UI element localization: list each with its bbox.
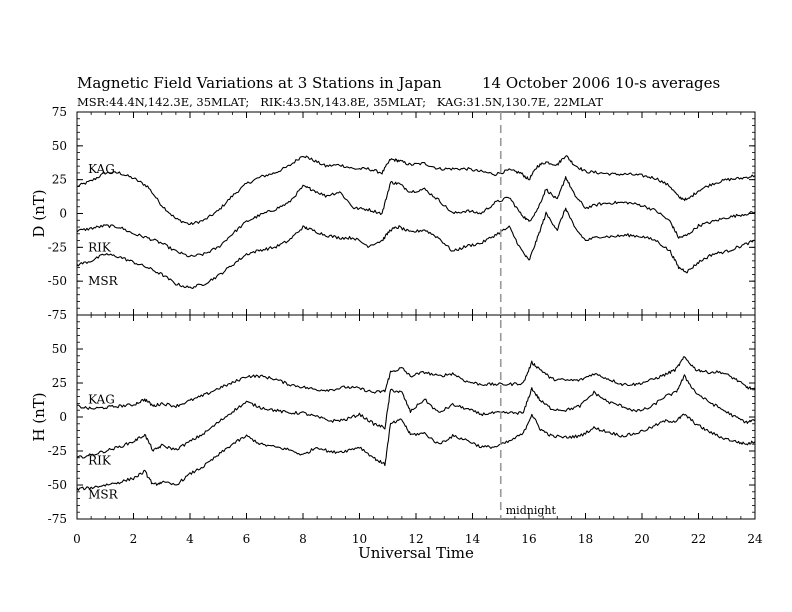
- y-tick-label: -50: [48, 274, 67, 288]
- x-tick-label: 6: [243, 532, 251, 546]
- panel-frame: [76, 314, 756, 520]
- x-tick-label: 4: [186, 532, 194, 546]
- y-tick-label: -25: [48, 240, 67, 254]
- x-tick-label: 12: [408, 532, 423, 546]
- series-label-msr: MSR: [88, 274, 119, 288]
- y-tick-label: 0: [59, 410, 67, 424]
- y-tick-label: -25: [48, 444, 67, 458]
- x-tick-label: 22: [691, 532, 706, 546]
- x-axis-title: Universal Time: [358, 544, 474, 562]
- y-tick-label: 25: [52, 376, 67, 390]
- panel-frame: [76, 111, 756, 316]
- y-tick-label: 50: [52, 342, 67, 356]
- series-label-kag: KAG: [88, 162, 115, 176]
- series-label-kag: KAG: [88, 392, 115, 406]
- x-tick-label: 0: [73, 532, 81, 546]
- series-label-rik: RIK: [88, 454, 112, 468]
- chart-date: 14 October 2006: [482, 74, 610, 92]
- y-tick-label: 25: [52, 173, 67, 187]
- y-tick-label: -75: [48, 308, 67, 322]
- y-tick-label: -50: [48, 478, 67, 492]
- chart-title: Magnetic Field Variations at 3 Stations …: [77, 74, 442, 92]
- series-label-rik: RIK: [88, 240, 112, 254]
- x-tick-label: 2: [130, 532, 138, 546]
- y-axis-title: H (nT): [30, 392, 48, 441]
- series-label-msr: MSR: [88, 488, 119, 502]
- x-tick-label: 20: [634, 532, 649, 546]
- x-tick-label: 14: [465, 532, 481, 546]
- x-tick-label: 16: [521, 532, 536, 546]
- chart-subtitle: MSR:44.4N,142.3E, 35MLAT; RIK:43.5N,143.…: [77, 95, 603, 109]
- x-tick-label: 18: [578, 532, 593, 546]
- series-line-rik: [76, 374, 756, 459]
- y-axis-title: D (nT): [30, 189, 48, 237]
- chart-panels: 75 50 25 0 -25 -50 -75 D (nT) KAG RIK MSR 50 25 0 -25 -…: [30, 105, 763, 546]
- x-tick-label: 10: [352, 532, 367, 546]
- series-line-rik: [76, 176, 756, 258]
- series-line-kag: [76, 356, 756, 410]
- series-line-msr: [76, 413, 756, 491]
- series-line-msr: [76, 207, 756, 290]
- y-tick-label: 0: [59, 207, 67, 221]
- x-tick-label: 24: [747, 532, 763, 546]
- x-tick-label: 8: [299, 532, 307, 546]
- y-tick-label: -75: [48, 512, 67, 526]
- y-tick-label: 50: [52, 139, 67, 153]
- midnight-label: midnight: [506, 504, 557, 517]
- chart-averaging: 10-s averages: [615, 74, 720, 92]
- series-line-kag: [76, 155, 756, 225]
- y-tick-label: 75: [52, 105, 67, 119]
